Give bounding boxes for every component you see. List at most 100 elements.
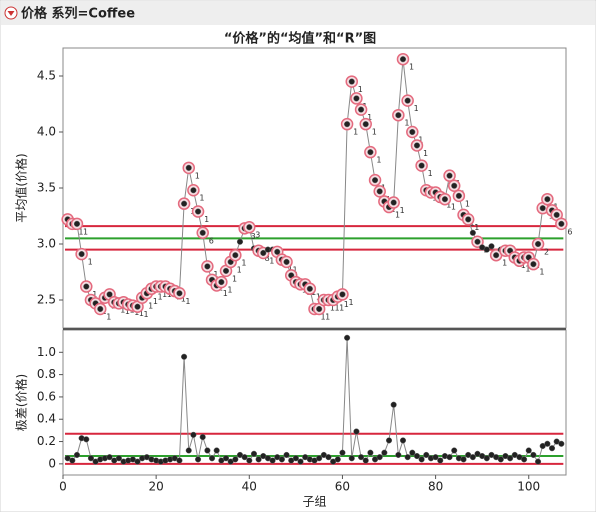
header-title: 价格 系列=Coffee	[21, 6, 135, 22]
test-label: 1	[148, 301, 153, 310]
point	[106, 454, 113, 461]
point	[306, 285, 313, 292]
test-label: 1	[404, 119, 409, 128]
point	[404, 454, 411, 461]
point	[208, 455, 216, 462]
test-label: 1	[330, 304, 335, 313]
point	[460, 456, 467, 463]
point	[381, 449, 388, 456]
test-label: 1	[474, 223, 479, 232]
point	[87, 455, 94, 462]
point	[399, 437, 407, 444]
test-label: 3	[255, 231, 260, 240]
test-label: 1	[465, 199, 470, 208]
test-label: 1	[162, 290, 167, 299]
point	[358, 454, 365, 461]
point	[525, 447, 532, 454]
test-label: 1	[213, 270, 218, 279]
y-tick-label: 0.4	[37, 412, 56, 426]
test-label: 1	[325, 312, 330, 321]
point	[544, 196, 551, 203]
test-label: 1	[353, 128, 358, 137]
test-label: 1	[223, 289, 228, 298]
test-label: 1	[321, 312, 326, 321]
point	[232, 252, 239, 259]
test-label: 1	[204, 215, 209, 224]
test-label: 1	[139, 309, 144, 318]
point	[409, 128, 416, 136]
point	[297, 458, 304, 465]
test-label: 1	[344, 300, 349, 309]
point	[73, 451, 81, 458]
point	[390, 401, 397, 408]
point	[395, 112, 402, 119]
point	[507, 455, 514, 462]
point	[204, 447, 211, 454]
point	[469, 229, 476, 236]
point	[278, 456, 285, 463]
point	[446, 454, 453, 461]
test-label: 1	[92, 290, 97, 299]
point	[190, 187, 197, 194]
point	[493, 252, 500, 259]
point	[199, 434, 206, 441]
y-tick-label: 4.0	[37, 125, 56, 139]
point	[246, 224, 253, 231]
point	[246, 457, 253, 464]
point	[483, 246, 490, 253]
point	[283, 258, 290, 265]
y-tick-label: 0.6	[37, 389, 56, 403]
test-label: 1	[293, 265, 298, 274]
point	[134, 303, 141, 310]
point	[385, 437, 393, 444]
header-bar	[1, 1, 595, 25]
test-label: 1	[157, 292, 162, 301]
point	[446, 172, 453, 179]
test-label: 1	[539, 268, 544, 277]
point	[455, 192, 462, 199]
y-tick-label: 3.5	[37, 181, 56, 195]
test-label: 1	[232, 274, 237, 283]
x-tick-label: 0	[59, 480, 67, 494]
x-tick-label: 20	[149, 480, 164, 494]
point	[199, 229, 206, 236]
point	[367, 449, 374, 456]
test-label: 1	[185, 297, 190, 306]
point	[185, 164, 192, 171]
point	[367, 149, 374, 156]
test-label: 2	[544, 248, 549, 257]
point	[260, 249, 267, 257]
point	[195, 456, 202, 463]
x-tick-label: 60	[335, 480, 350, 494]
test-label: 1	[409, 63, 414, 72]
test-label: 1	[88, 258, 93, 267]
chart-title: “价格”的“均值”和“R”图	[224, 31, 376, 47]
point	[418, 456, 425, 463]
point	[185, 447, 192, 454]
test-label: 1	[367, 113, 372, 122]
point	[432, 454, 439, 461]
test-label: 1	[376, 156, 381, 165]
test-label: 1	[339, 304, 344, 313]
test-label: 1	[106, 312, 111, 321]
test-label: 1	[502, 259, 507, 268]
point	[316, 305, 323, 313]
y-axis-label: 平均值(价格)	[14, 153, 29, 222]
point	[115, 455, 122, 462]
test-label: 1	[241, 259, 246, 268]
point	[83, 436, 90, 443]
y-tick-label: 4.5	[37, 69, 56, 83]
point	[204, 263, 211, 270]
point	[376, 188, 383, 195]
point	[544, 440, 551, 447]
point	[548, 445, 556, 452]
test-label: 1	[316, 292, 321, 301]
test-label: 1	[227, 286, 232, 295]
point	[558, 440, 565, 447]
point	[409, 449, 416, 456]
test-label: 1	[199, 194, 204, 203]
point	[255, 456, 262, 463]
test-label: 1	[395, 211, 400, 220]
point	[418, 162, 425, 169]
